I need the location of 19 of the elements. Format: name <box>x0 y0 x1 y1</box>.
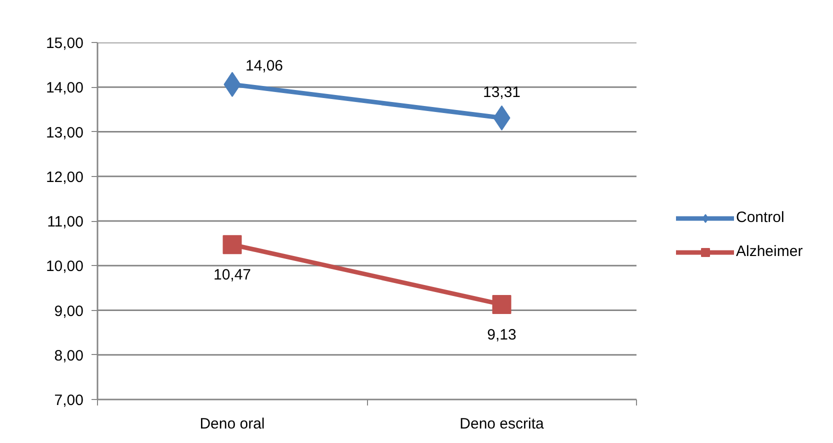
y-tick-label: 11,00 <box>47 214 84 230</box>
y-tick-label: 8,00 <box>54 347 84 364</box>
data-label: 10,47 <box>213 266 252 284</box>
y-tick-label: 12,00 <box>46 168 84 186</box>
point <box>492 294 512 314</box>
y-tick-label: 13,00 <box>46 124 84 142</box>
data-label: 14,06 <box>245 57 284 74</box>
data-label: 13,31 <box>482 84 521 101</box>
y-tick-label: 7,00 <box>54 392 84 409</box>
y-tick-label: 15,00 <box>46 35 84 52</box>
x-tick-label: Deno escrita <box>460 416 545 432</box>
legend-label: Alzheimer <box>736 243 803 260</box>
point <box>222 235 242 254</box>
legend-label: Control <box>736 209 784 226</box>
data-label: 9,13 <box>487 326 516 344</box>
x-tick-label: Deno oral <box>200 416 265 432</box>
y-tick-label: 10,00 <box>46 258 84 276</box>
y-tick-label: 9,00 <box>54 302 84 320</box>
y-tick-label: 14,00 <box>46 80 84 97</box>
